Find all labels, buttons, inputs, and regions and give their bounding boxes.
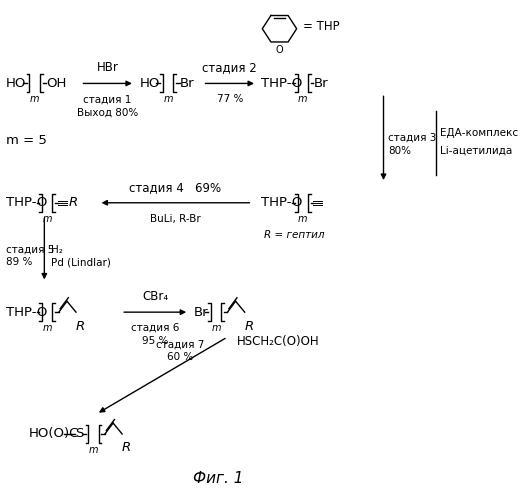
Text: = THP: = THP <box>303 20 340 33</box>
Text: H₂: H₂ <box>51 245 63 255</box>
Text: 89 %: 89 % <box>6 258 32 268</box>
Text: R: R <box>76 320 85 332</box>
Text: 95 %: 95 % <box>142 336 168 346</box>
Text: m: m <box>163 94 173 104</box>
Text: m: m <box>30 94 40 104</box>
Text: THP-O: THP-O <box>262 77 303 90</box>
Text: стадия 4   69%: стадия 4 69% <box>129 181 221 194</box>
Text: HSCH₂C(O)OH: HSCH₂C(O)OH <box>237 336 319 348</box>
Text: стадия 3: стадия 3 <box>388 133 437 143</box>
Text: ЕДА-комплекс: ЕДА-комплекс <box>440 128 518 138</box>
Text: стадия 2: стадия 2 <box>202 62 257 74</box>
Text: m: m <box>43 214 52 224</box>
Text: Pd (Lindlar): Pd (Lindlar) <box>51 258 111 268</box>
Text: Фиг. 1: Фиг. 1 <box>193 471 244 486</box>
Text: Br: Br <box>314 77 328 90</box>
Text: HO(O)C: HO(O)C <box>29 428 79 440</box>
Text: m = 5: m = 5 <box>6 134 47 147</box>
Text: Выход 80%: Выход 80% <box>77 108 138 118</box>
Text: Br: Br <box>194 306 208 318</box>
Text: m: m <box>298 94 307 104</box>
Text: S: S <box>75 428 83 440</box>
Text: 60 %: 60 % <box>167 352 193 362</box>
Text: BuLi, R-Br: BuLi, R-Br <box>150 214 201 224</box>
Text: Br: Br <box>180 77 194 90</box>
Text: m: m <box>298 214 307 224</box>
Text: m: m <box>211 323 221 333</box>
Text: стадия 6: стадия 6 <box>131 323 179 333</box>
Text: CBr₄: CBr₄ <box>142 290 168 303</box>
Text: HBr: HBr <box>97 62 119 74</box>
Text: THP-O: THP-O <box>6 306 47 318</box>
Text: стадия 1: стадия 1 <box>83 94 132 104</box>
Text: m: m <box>89 445 98 455</box>
Text: HO: HO <box>6 77 26 90</box>
Text: R: R <box>245 320 254 332</box>
Text: Li-ацетилида: Li-ацетилида <box>440 146 512 156</box>
Text: стадия 7: стадия 7 <box>156 340 204 349</box>
Text: THP-O: THP-O <box>262 196 303 209</box>
Text: O: O <box>276 46 283 56</box>
Text: HO: HO <box>139 77 160 90</box>
Text: THP-O: THP-O <box>6 196 47 209</box>
Text: 77 %: 77 % <box>217 94 243 104</box>
Text: R = гептил: R = гептил <box>264 230 324 240</box>
Text: стадия 5: стадия 5 <box>6 245 54 255</box>
Text: R: R <box>69 196 78 209</box>
Text: m: m <box>43 323 52 333</box>
Text: OH: OH <box>46 77 67 90</box>
Text: R: R <box>122 442 131 454</box>
Text: 80%: 80% <box>388 146 411 156</box>
